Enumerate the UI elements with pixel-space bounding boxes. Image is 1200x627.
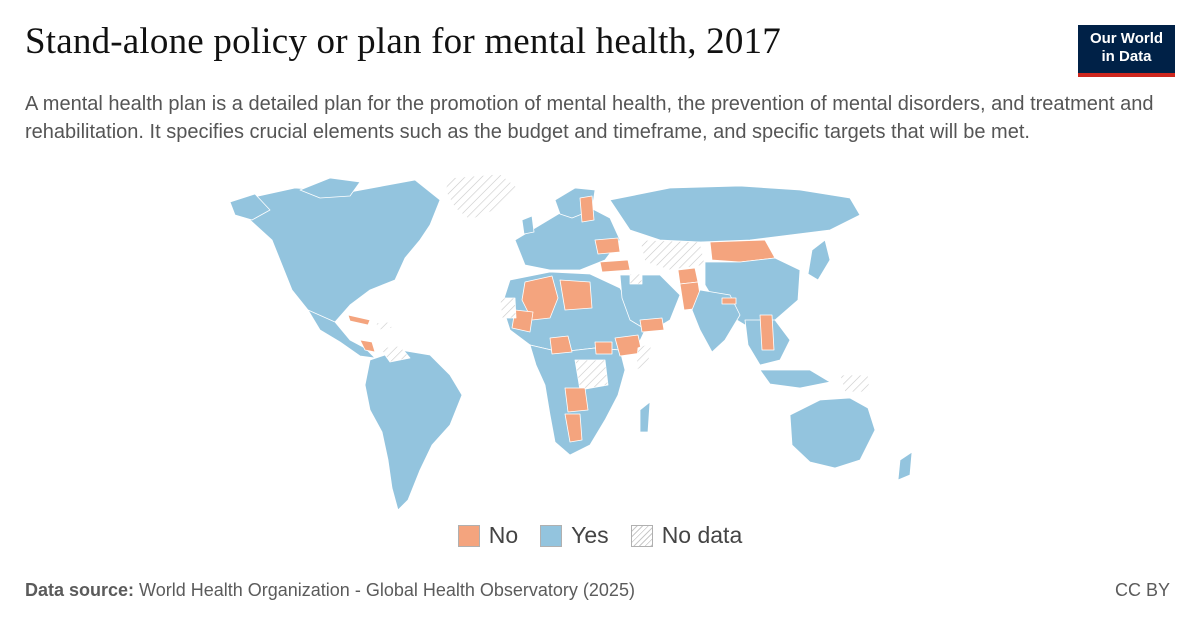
region-libya: [559, 279, 593, 311]
chart-title: Stand-alone policy or plan for mental he…: [25, 21, 781, 62]
region-haiti: [375, 321, 393, 331]
region-mexico-central: [307, 309, 376, 359]
region-venezuela: [379, 345, 411, 363]
region-indonesia: [759, 369, 831, 389]
region-greenland: [444, 173, 519, 221]
world-map: [229, 173, 913, 511]
legend-item-no-data[interactable]: No data: [630, 522, 743, 549]
legend-label-yes: Yes: [571, 522, 609, 548]
logo-line-1: Our World: [1089, 30, 1164, 47]
region-yemen: [639, 317, 665, 333]
data-source-link[interactable]: World Health Organization - Global Healt…: [134, 580, 635, 600]
footer: Data source: World Health Organization -…: [25, 580, 1170, 601]
logo-line-2: in Data: [1101, 48, 1152, 65]
region-honduras-nicaragua: [359, 339, 376, 353]
region-vietnam: [759, 314, 775, 351]
legend-item-yes[interactable]: Yes: [540, 522, 609, 549]
region-algeria: [521, 275, 559, 321]
region-png: [839, 374, 871, 393]
region-syria: [629, 273, 643, 285]
region-south-sudan: [594, 341, 613, 355]
region-turkey: [599, 259, 631, 273]
region-somalia: [635, 341, 653, 371]
region-namibia: [564, 413, 583, 443]
legend-swatch-no-data: [630, 524, 653, 547]
chart-subtitle: A mental health plan is a detailed plan …: [25, 93, 1154, 143]
legend-label-no: No: [488, 522, 519, 548]
region-north-america: [239, 179, 441, 323]
region-russia-asia: [609, 185, 861, 243]
data-source-label: Data source:: [25, 580, 135, 600]
region-madagascar: [639, 401, 651, 433]
region-canada-islands: [299, 177, 361, 199]
map-legend: No Yes No data: [0, 522, 1200, 549]
legend-label-no-data: No data: [661, 522, 743, 548]
region-south-america: [364, 349, 463, 511]
owid-logo[interactable]: Our World in Data: [1078, 25, 1175, 77]
region-japan: [807, 239, 831, 281]
region-finland: [579, 195, 595, 223]
region-kazakhstan: [639, 239, 706, 271]
region-cuba: [347, 314, 371, 326]
region-afghanistan: [677, 267, 699, 285]
region-new-zealand: [897, 451, 913, 481]
region-mali: [511, 309, 534, 333]
region-ukraine: [594, 237, 621, 255]
region-mongolia: [709, 239, 776, 263]
region-angola: [564, 387, 589, 413]
legend-swatch-yes: [540, 524, 563, 547]
region-alaska: [229, 193, 271, 221]
legend-swatch-no: [457, 524, 480, 547]
region-uk: [521, 215, 535, 235]
region-drc: [574, 359, 609, 391]
region-mauritania: [499, 297, 517, 319]
license-link[interactable]: CC BY: [1114, 580, 1170, 600]
legend-item-no[interactable]: No: [457, 522, 519, 549]
region-nigeria: [549, 335, 573, 355]
region-nepal: [721, 297, 737, 305]
region-australia: [789, 397, 876, 469]
region-europe: [514, 204, 621, 271]
